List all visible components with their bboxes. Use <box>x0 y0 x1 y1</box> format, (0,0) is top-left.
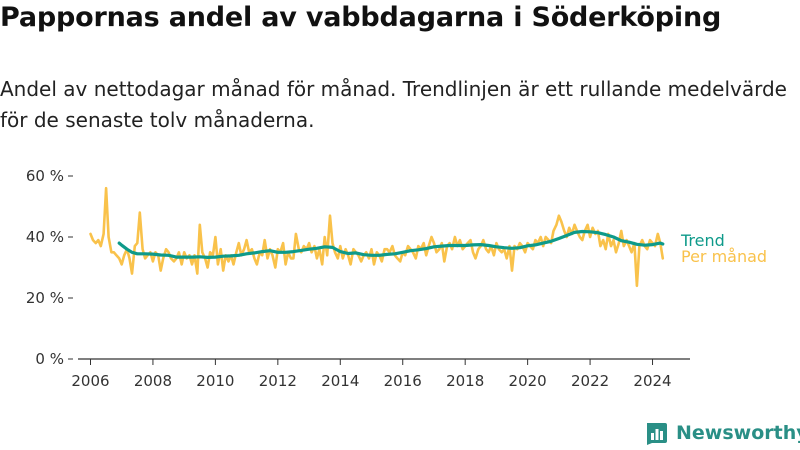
series-line-per-m-nad <box>89 186 665 288</box>
x-tick-label: 2020 <box>509 372 547 390</box>
legend-label-per-m-nad: Per månad <box>681 247 767 266</box>
chart-subtitle: Andel av nettodagar månad för månad. Tre… <box>0 77 787 132</box>
newsworthy-brand[interactable]: Newsworthy <box>644 419 800 447</box>
x-tick-label: 2008 <box>134 372 172 390</box>
x-tick-label: 2024 <box>633 372 671 390</box>
legend-label-trend: Trend <box>680 231 725 250</box>
x-tick-label: 2006 <box>71 372 109 390</box>
x-tick-label: 2014 <box>321 372 359 390</box>
x-tick-label: 2022 <box>571 372 609 390</box>
x-tick-label: 2012 <box>259 372 297 390</box>
y-tick-label: 40 % <box>26 228 64 246</box>
x-tick-label: 2016 <box>384 372 422 390</box>
y-tick-label: 60 % <box>26 167 64 185</box>
series-layer <box>89 186 665 288</box>
x-tick-label: 2018 <box>446 372 484 390</box>
brand-name: Newsworthy <box>676 422 800 444</box>
x-tick-label: 2010 <box>196 372 234 390</box>
newsworthy-logo-icon <box>647 423 667 445</box>
y-tick-label: 20 % <box>26 289 64 307</box>
x-axis: 2006 2008 2010 2012 2014 2016 2018 2020 2022 2024 <box>71 358 690 390</box>
chart-title: Pappornas andel av vabbdagarna i Söderkö… <box>0 2 722 33</box>
y-axis: 0 % 20 % 40 % 60 % <box>26 167 73 368</box>
series-line-trend <box>117 229 665 259</box>
y-tick-label: 0 % <box>35 350 64 368</box>
